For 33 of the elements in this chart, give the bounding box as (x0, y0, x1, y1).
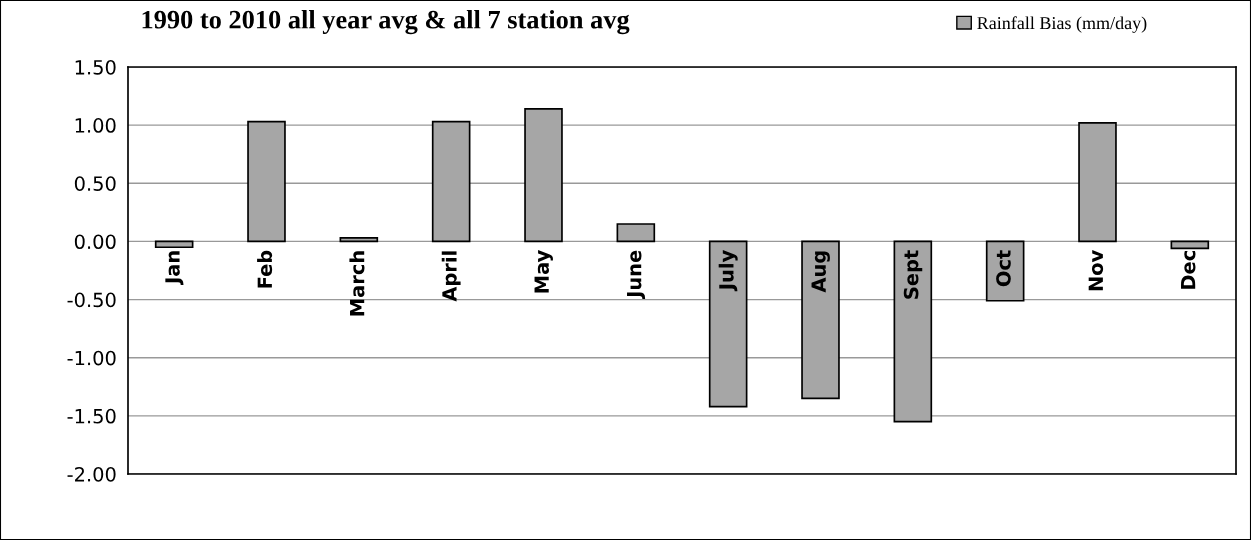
bar (339, 237, 379, 243)
y-tick-label: 0.00 (74, 234, 116, 250)
x-tick-label: Dec (1181, 251, 1196, 289)
legend-label: Rainfall Bias (mm/day) (977, 16, 1147, 33)
y-tick-label: 0.50 (74, 176, 116, 191)
x-tick-label: March (349, 251, 365, 316)
x-tick-label: Jan (165, 251, 184, 286)
bar (893, 240, 933, 423)
y-tick-label: 1.00 (75, 118, 116, 133)
bar (524, 108, 563, 243)
x-tick-label: Sept (903, 250, 923, 299)
x-tick-label: Aug (811, 251, 830, 293)
bar (1078, 121, 1117, 243)
y-tick-label: -0.50 (67, 292, 116, 308)
y-tick-label: -1.00 (67, 350, 116, 366)
x-tick-label: June (627, 250, 646, 299)
y-tick-label: -1.50 (67, 408, 116, 424)
x-tick-label: April (441, 251, 461, 302)
y-tick-label: 1.50 (75, 59, 116, 75)
chart-title: 1990 to 2010 all year avg & all 7 station avg (142, 10, 630, 35)
bar (154, 240, 194, 249)
bar (1170, 240, 1210, 250)
bar (431, 120, 471, 243)
x-tick-label: May (534, 250, 553, 293)
x-tick-label: Feb (257, 250, 273, 288)
bar (708, 240, 748, 408)
x-tick-label: Nov (1088, 250, 1104, 291)
x-tick-label: Oct (996, 250, 1011, 287)
bar (616, 223, 656, 243)
bar (247, 120, 286, 243)
x-tick-label: July (718, 250, 738, 292)
y-tick-label: -2.00 (67, 466, 116, 482)
bar (801, 240, 840, 400)
